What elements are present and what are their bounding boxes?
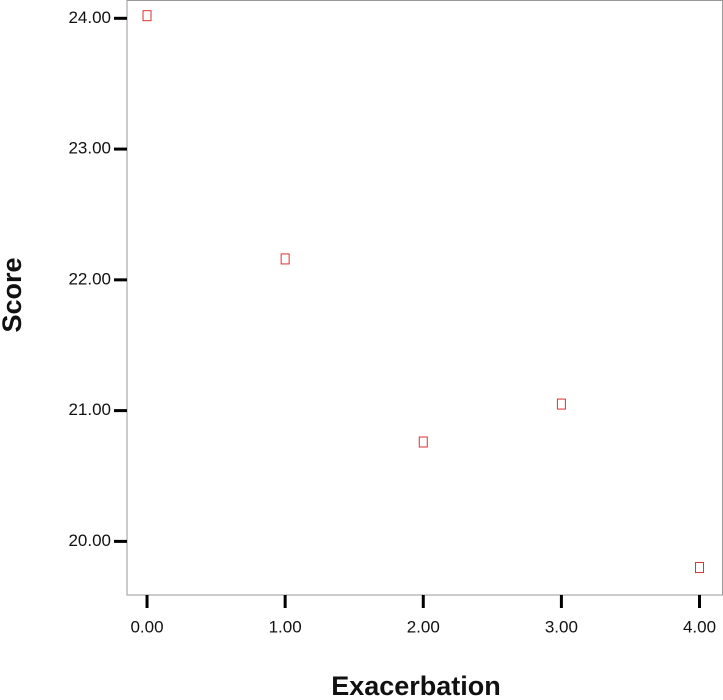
scatter-point	[280, 253, 290, 265]
scatter-point	[695, 562, 705, 574]
y-axis-title: Score	[0, 257, 27, 332]
plot-frame	[126, 0, 723, 596]
x-tick-label: 0.00	[130, 617, 163, 636]
y-tick-label: 22.00	[68, 269, 111, 288]
x-tick-label: 3.00	[545, 617, 578, 636]
y-tick-label: 24.00	[68, 8, 111, 27]
x-axis-title: Exacerbation	[331, 671, 501, 700]
x-tick-label: 4.00	[683, 617, 716, 636]
scatter-point	[556, 398, 566, 410]
x-tick-label: 2.00	[407, 617, 440, 636]
scatter-point	[418, 436, 428, 448]
x-tick-label: 1.00	[269, 617, 302, 636]
scatter-point	[142, 10, 152, 22]
y-tick-label: 20.00	[68, 531, 111, 550]
y-tick-label: 21.00	[68, 400, 111, 419]
y-tick-label: 23.00	[68, 139, 111, 158]
